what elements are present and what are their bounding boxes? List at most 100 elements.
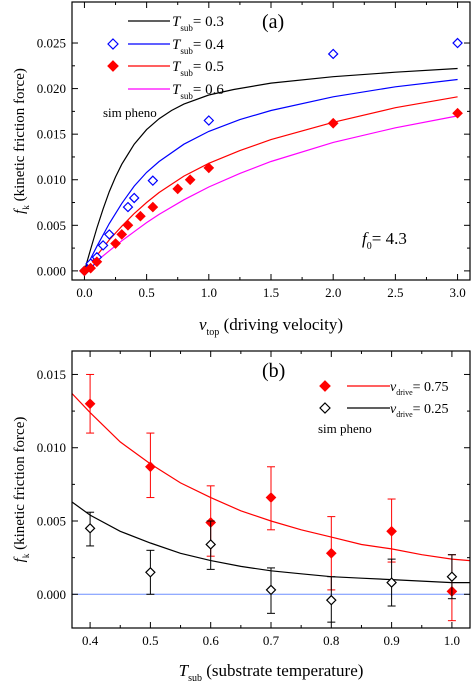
data-point [265,584,277,596]
legend-label-symbol: T [172,37,182,53]
data-point [147,201,159,213]
data-point [116,229,128,240]
data-point [172,183,184,195]
x-axis-label-rest: (substrate temperature) [202,661,363,680]
legend-label-rest: = 0.75 [413,380,449,395]
data-point [327,48,339,60]
legend-note: sim pheno [103,105,157,120]
legend-label-rest: = 0.4 [193,37,224,53]
legend-label-symbol: v [390,380,397,395]
y-tick-label: 0.015 [37,367,66,382]
panel-label: (a) [262,11,284,33]
y-axis-label: fk (kinetic friction force) [12,417,31,563]
legend-label-subscript: sub [180,46,193,56]
data-point [122,201,134,213]
legend-label: Tsub= 0.3 [172,14,224,33]
annotation-f0-symbol: f [362,229,369,248]
legend-label-symbol: v [390,402,397,417]
legend-label-symbol: T [172,59,182,75]
plot-frame [71,1,471,281]
x-tick-label: 2.5 [387,285,403,300]
annotation-f0: f0= 4.3 [362,229,407,252]
y-tick-label: 0.005 [37,218,66,233]
x-axis-label: Tsub (substrate temperature) [179,661,364,684]
legend-label-symbol: T [172,82,182,98]
data-point [97,240,109,251]
data-point [452,107,463,119]
legend-label-subscript: sub [180,23,193,33]
panel-b: 0.4 0.5 0.6 0.7 0.8 0.9 1.0 0.000 0.005 0.010 0.01… [12,350,471,684]
data-point [84,522,96,534]
annotation-f0-subscript: 0 [367,241,372,252]
axis-ticks: 0.0 0.5 1.0 1.5 2.0 2.5 3.0 0.000 0.005 0.010 0.01… [37,2,470,300]
series-line [83,67,458,272]
data-point [103,229,115,240]
legend-label: Tsub= 0.4 [172,37,224,56]
x-tick-label: 1.0 [201,285,217,300]
legend-label-subscript: sub [180,91,193,101]
x-tick-label: 0.5 [142,633,158,648]
data-point [110,238,121,249]
legend-label: Tsub= 0.5 [172,59,224,78]
data-point [446,571,458,583]
data-point [128,192,140,204]
y-tick-label: 0.015 [37,127,66,142]
data-point [205,539,217,550]
x-axis-label-rest: (driving velocity) [219,315,343,334]
data-point [91,256,103,268]
x-tick-label: 1.0 [444,633,460,648]
data-point [452,37,463,49]
data-point [203,115,215,126]
y-tick-label: 0.000 [37,263,66,278]
data-point [147,175,159,186]
y-tick-label: 0.010 [37,172,66,187]
x-axis-label-subscript: sub [188,673,202,684]
y-tick-label: 0.020 [37,81,66,96]
y-axis-label-symbol: f [12,556,28,562]
y-axis-label-subscript: k [21,553,31,558]
data-point [135,210,146,222]
x-tick-label: 0.9 [383,633,399,648]
plot-frame [71,350,471,629]
series-line [83,78,458,272]
data-point [203,162,215,174]
legend-marker [319,402,331,414]
panel-label: (b) [262,360,285,382]
series-line [84,115,458,272]
legend-label-subscript: drive [396,388,413,397]
legend-note: sim pheno [318,421,372,436]
y-axis-label: fk (kinetic friction force) [12,68,31,214]
x-tick-label: 0.5 [139,285,155,300]
legend-label-subscript: sub [180,68,193,78]
x-tick-label: 0.7 [263,633,280,648]
data-point [184,174,196,186]
legend-marker [319,380,331,392]
data-point [325,547,337,559]
legend-label: vdrive= 0.25 [390,402,449,419]
x-tick-label: 1.5 [263,285,279,300]
legend-label: Tsub= 0.6 [172,82,224,101]
y-axis-label-rest: (kinetic friction force) [12,417,28,554]
markers-group [79,37,463,277]
data-point [84,398,96,410]
data-point [386,577,397,588]
x-tick-label: 0.0 [76,285,92,300]
y-tick-label: 0.025 [37,36,66,51]
legend-label-rest: = 0.3 [193,14,224,30]
x-tick-label: 0.4 [82,633,99,648]
markers-group [84,373,458,623]
legend-label-rest: = 0.5 [193,59,224,75]
data-point [265,492,277,503]
legend-marker [107,38,119,50]
y-tick-label: 0.005 [37,514,66,529]
x-tick-label: 0.8 [323,633,339,648]
axis-ticks: 0.4 0.5 0.6 0.7 0.8 0.9 1.0 0.000 0.005 0.010 0.01… [37,351,470,648]
legend-label: vdrive= 0.75 [390,380,449,397]
data-point [145,566,156,578]
y-tick-label: 0.000 [37,587,66,602]
x-axis-label-symbol: T [179,661,190,680]
